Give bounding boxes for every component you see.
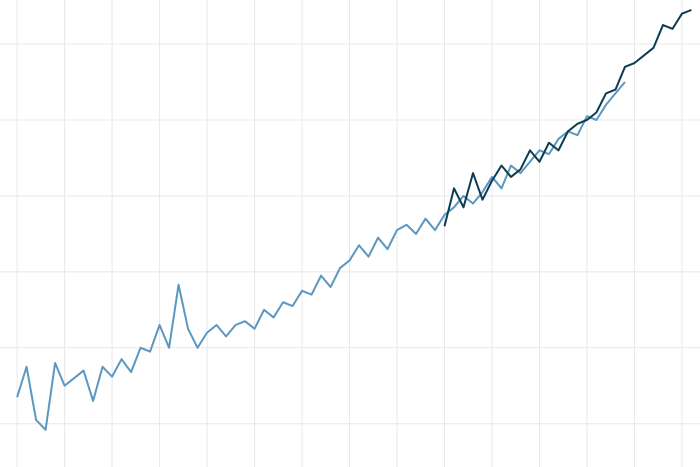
- line-series: [16, 81, 626, 431]
- line-series: [443, 8, 692, 227]
